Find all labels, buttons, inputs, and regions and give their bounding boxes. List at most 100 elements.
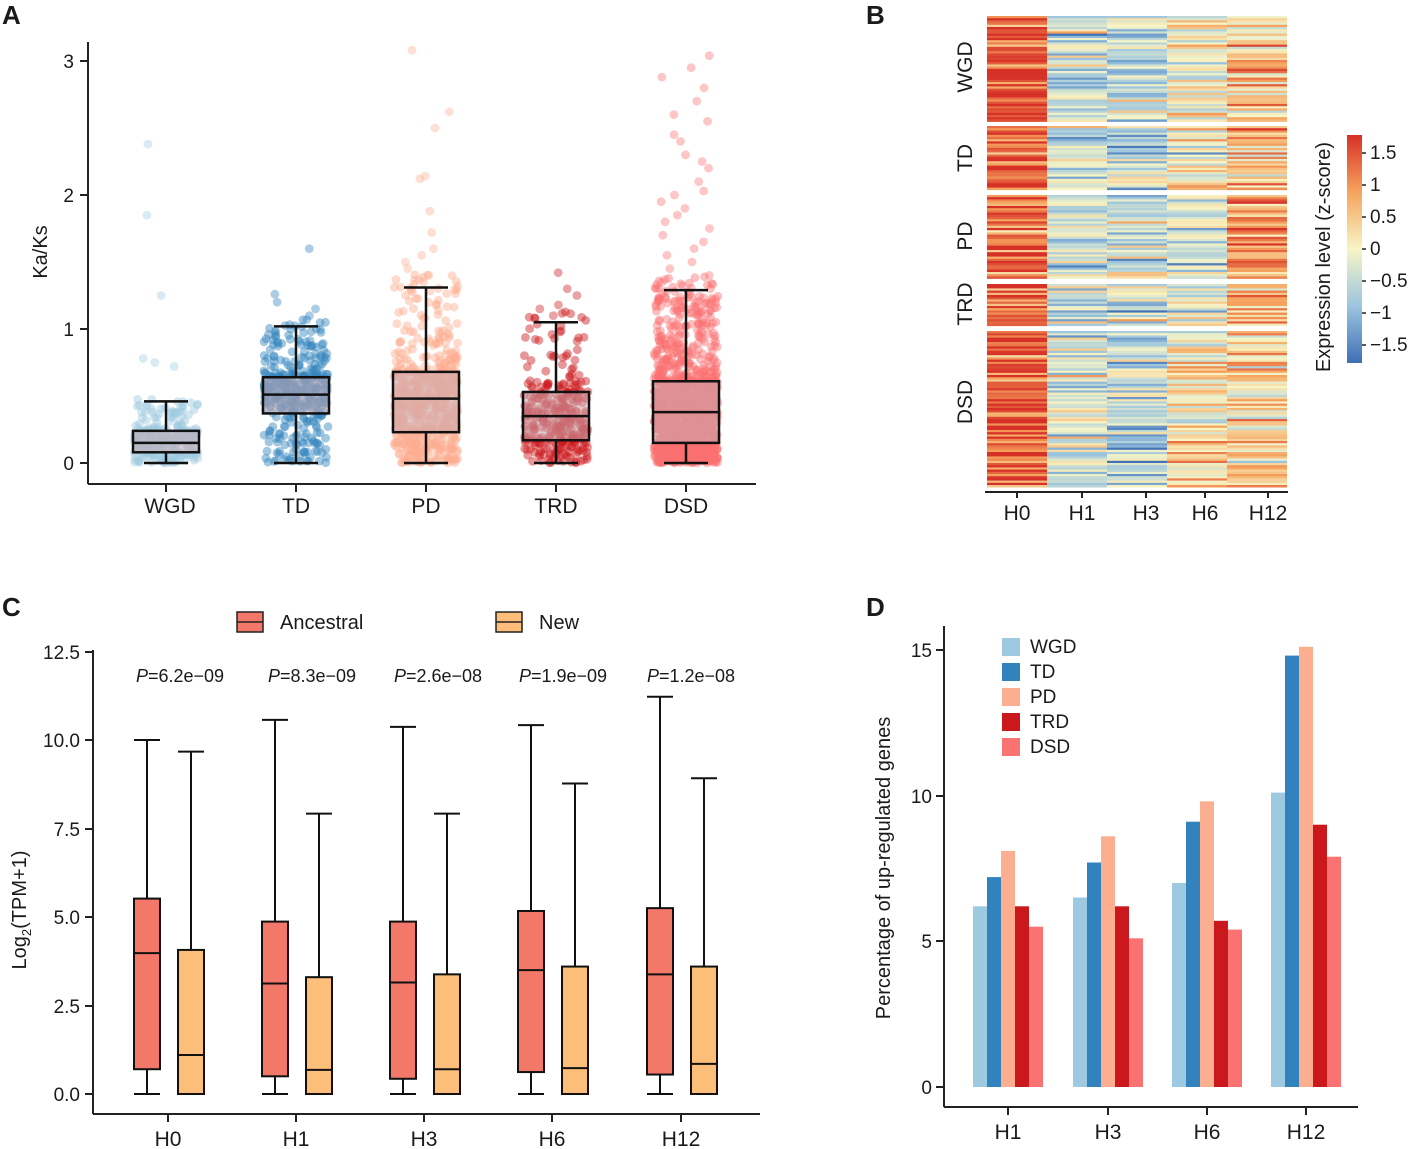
heatmap-cell xyxy=(987,284,1047,287)
scatter-point xyxy=(689,444,699,453)
scatter-point xyxy=(305,336,315,345)
heatmap-cell xyxy=(1167,178,1227,182)
heatmap-cell xyxy=(1167,42,1227,45)
scatter-point xyxy=(166,408,176,417)
scatter-point xyxy=(566,442,576,452)
heatmap-cell xyxy=(1047,364,1107,367)
heatmap-cell xyxy=(1167,24,1227,28)
scatter-point xyxy=(556,444,566,454)
scatter-point xyxy=(313,414,323,423)
heatmap-cell xyxy=(1107,176,1167,180)
heatmap-cell xyxy=(1227,208,1287,211)
column-label-h0: H0 xyxy=(1004,502,1031,525)
scatter-point xyxy=(703,329,713,339)
heatmap-cell xyxy=(1047,443,1107,446)
scatter-point xyxy=(321,433,330,443)
scatter-point xyxy=(576,456,586,466)
box-iqr xyxy=(131,429,201,454)
scatter-point xyxy=(402,346,412,355)
scatter-point xyxy=(448,354,458,364)
outlier-point xyxy=(169,362,179,371)
panel-d-y-tick: 10 xyxy=(911,787,932,808)
heatmap-cell xyxy=(987,401,1047,404)
heatmap-cell xyxy=(1107,353,1167,356)
heatmap-cell xyxy=(1107,232,1167,235)
heatmap-cell xyxy=(987,288,1047,291)
heatmap-cell xyxy=(1047,408,1107,411)
scatter-point xyxy=(652,320,662,330)
heatmap-cell xyxy=(1227,243,1287,246)
bar-td-h1 xyxy=(987,877,1001,1087)
scatter-point xyxy=(653,371,663,381)
heatmap-cell xyxy=(987,134,1047,138)
scatter-point xyxy=(675,447,684,457)
heatmap-cell xyxy=(1167,104,1227,107)
scatter-point xyxy=(153,422,163,432)
scatter-point xyxy=(566,309,575,319)
heatmap-cell xyxy=(1227,141,1287,144)
heatmap-cell xyxy=(987,383,1047,387)
scatter-point xyxy=(450,285,459,294)
heatmap-cell xyxy=(1167,141,1227,144)
heatmap-cell xyxy=(1047,241,1107,244)
heatmap-cell xyxy=(987,366,1047,369)
scatter-point xyxy=(450,442,459,451)
legend-label: DSD xyxy=(1030,737,1070,758)
heatmap-cell xyxy=(1167,183,1227,186)
scatter-point xyxy=(395,338,405,347)
scatter-point xyxy=(312,342,321,352)
heatmap-cell xyxy=(1047,310,1107,313)
scatter-point xyxy=(451,353,461,363)
scatter-point xyxy=(693,338,703,348)
heatmap-cell xyxy=(1167,159,1227,162)
heatmap-cell xyxy=(1047,314,1107,318)
heatmap-cell xyxy=(1167,217,1227,220)
scatter-point xyxy=(299,447,309,457)
heatmap-cell xyxy=(1107,370,1167,374)
heatmap-cell xyxy=(1107,284,1167,287)
heatmap-cell xyxy=(1047,71,1107,74)
scatter-point xyxy=(652,280,661,290)
scatter-point xyxy=(452,447,462,457)
scatter-point xyxy=(676,442,686,451)
scatter-point xyxy=(394,308,404,317)
scatter-point xyxy=(149,422,158,431)
heatmap-cell xyxy=(1227,366,1287,369)
heatmap-cell xyxy=(1227,317,1287,320)
scatter-point xyxy=(712,358,722,367)
heatmap-cell xyxy=(1227,401,1287,404)
heatmap-cell xyxy=(1227,412,1287,415)
heatmap-cell xyxy=(987,141,1047,144)
heatmap-cell xyxy=(1047,421,1107,424)
legend-item-wgd: WGD xyxy=(1002,637,1076,658)
heatmap-cell xyxy=(1227,159,1287,162)
heatmap-cell xyxy=(1107,410,1167,413)
scatter-point xyxy=(668,364,678,374)
scatter-point xyxy=(430,438,440,447)
heatmap-cell xyxy=(1167,299,1227,302)
scatter-point xyxy=(444,454,453,464)
outlier-point xyxy=(302,315,312,324)
heatmap-cell xyxy=(1047,256,1107,260)
scatter-point xyxy=(684,278,694,288)
heatmap-cell xyxy=(987,243,1047,246)
outlier-point xyxy=(150,358,160,367)
heatmap-cell xyxy=(1167,247,1227,251)
heatmap-cell xyxy=(1167,137,1227,140)
heatmap-cell xyxy=(1167,333,1227,336)
heatmap-cell xyxy=(1107,372,1167,376)
scatter-point xyxy=(712,443,722,453)
heatmap-cell xyxy=(1047,390,1107,393)
heatmap-cell xyxy=(1047,128,1107,131)
heatmap-cell xyxy=(1167,458,1227,462)
heatmap-cell xyxy=(1167,197,1227,200)
colorbar-tick-label: 1.5 xyxy=(1370,143,1396,164)
scatter-point xyxy=(526,444,536,454)
column-label-h12: H12 xyxy=(1249,502,1288,525)
heatmap-cell xyxy=(1167,128,1227,131)
heatmap-cell xyxy=(987,408,1047,411)
heatmap-cell xyxy=(1227,24,1287,28)
scatter-point xyxy=(408,362,418,372)
scatter-point xyxy=(685,445,695,455)
scatter-point xyxy=(398,306,408,316)
